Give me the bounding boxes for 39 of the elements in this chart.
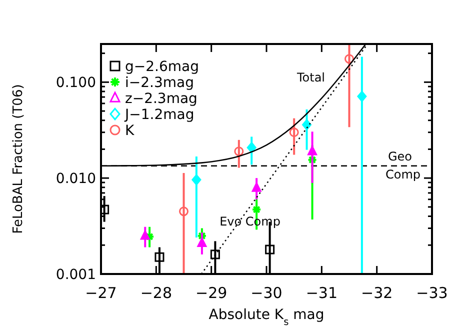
point <box>179 206 188 216</box>
x-tick-label: −28 <box>140 284 172 302</box>
x-axis-title: Absolute K$_{s}$ mag <box>208 307 324 328</box>
point <box>357 90 367 102</box>
point <box>140 230 150 240</box>
point <box>289 128 299 138</box>
x-tick-label: −30 <box>250 284 282 302</box>
y-tick-label: 0.010 <box>56 171 96 188</box>
point <box>252 204 262 215</box>
x-tick-label: −29 <box>196 284 228 302</box>
legend-label: J−1.2mag <box>124 107 194 123</box>
point <box>308 146 318 156</box>
y-tick-label: 0.001 <box>56 267 96 283</box>
point <box>154 252 164 262</box>
annotation: Total <box>296 70 326 84</box>
legend-label: z−2.3mag <box>125 91 198 107</box>
legend-label: i−2.3mag <box>125 75 194 91</box>
point <box>210 250 220 260</box>
x-tick-label: −31 <box>306 284 338 302</box>
annotation: Geo <box>388 149 412 164</box>
y-tick-label: 0.100 <box>56 75 96 92</box>
x-tick-label: −27 <box>85 284 117 302</box>
point <box>234 146 244 156</box>
point <box>307 154 318 165</box>
legend-label: K <box>125 123 135 139</box>
point <box>252 182 262 192</box>
annotation: Comp <box>385 167 421 182</box>
x-tick-label: −33 <box>416 284 448 302</box>
point <box>246 142 256 154</box>
point <box>265 244 275 254</box>
x-tick-label: −32 <box>361 284 393 302</box>
point <box>302 119 312 130</box>
legend-label: g−2.6mag <box>125 59 199 75</box>
point <box>197 238 207 248</box>
point <box>101 204 110 214</box>
point <box>192 174 202 186</box>
point <box>196 230 207 241</box>
y-axis-title: FeLoBAL Fraction (T06) <box>11 84 26 234</box>
point <box>344 54 354 64</box>
